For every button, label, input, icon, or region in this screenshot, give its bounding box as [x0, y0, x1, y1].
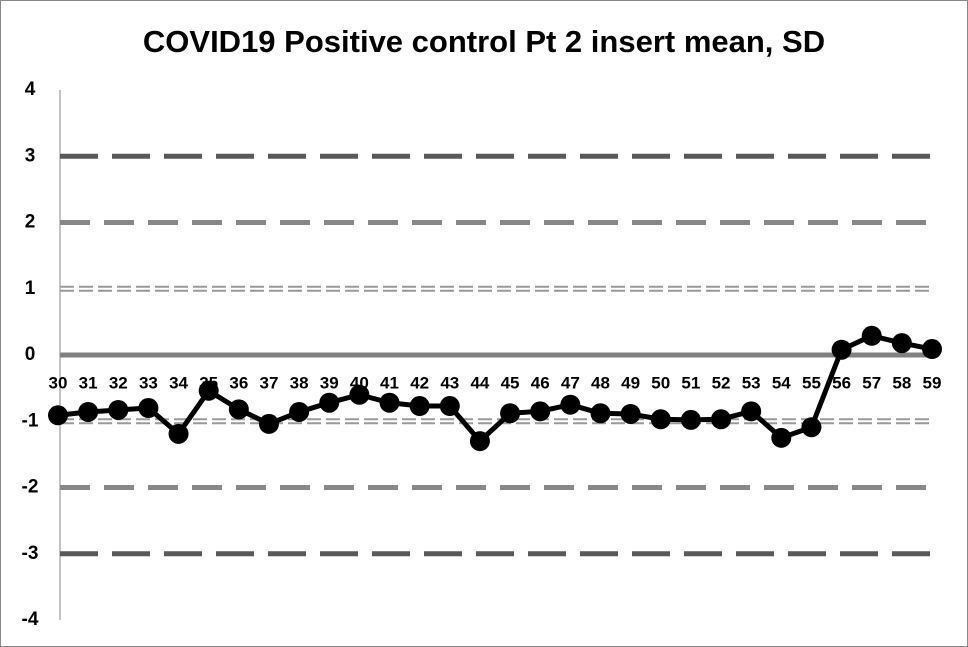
x-tick-label: 30 [49, 373, 68, 392]
data-point [439, 396, 460, 417]
y-tick-label: -4 [22, 609, 39, 630]
data-point [379, 392, 400, 413]
x-tick-label: 57 [862, 373, 881, 392]
data-point [741, 401, 762, 422]
y-tick-label: 2 [25, 212, 36, 233]
data-point [319, 392, 340, 413]
data-point [138, 398, 159, 418]
data-point [409, 396, 430, 417]
x-tick-label: 58 [892, 373, 911, 392]
data-point [469, 431, 490, 452]
data-point [680, 409, 701, 430]
y-tick-label: 3 [25, 145, 36, 166]
data-point [831, 339, 852, 360]
x-tick-label: 31 [79, 373, 98, 392]
x-tick-label: 36 [229, 373, 248, 392]
data-point [198, 380, 219, 401]
data-point [78, 401, 99, 422]
data-point [922, 339, 942, 360]
data-point [771, 427, 792, 448]
data-point [289, 401, 310, 422]
x-tick-label: 43 [440, 373, 459, 392]
x-tick-label: 41 [380, 373, 399, 392]
data-point [258, 413, 279, 434]
data-point [590, 403, 611, 424]
data-point [891, 333, 912, 354]
data-point [228, 399, 249, 420]
x-tick-label: 44 [470, 373, 489, 392]
x-tick-label: 46 [531, 373, 550, 392]
x-tick-label: 50 [651, 373, 670, 392]
x-tick-label: 32 [109, 373, 128, 392]
x-tick-label: 47 [561, 373, 580, 392]
data-point [168, 423, 189, 444]
data-point [620, 403, 641, 424]
y-tick-label: -3 [22, 543, 39, 564]
data-point [530, 401, 551, 422]
x-tick-label: 34 [169, 373, 188, 392]
data-point [801, 417, 822, 438]
data-point [650, 409, 671, 430]
chart-title: COVID19 Positive control Pt 2 insert mea… [143, 24, 825, 59]
x-tick-label: 59 [923, 373, 942, 392]
y-tick-label: 0 [25, 344, 36, 365]
y-tick-label: -1 [22, 410, 39, 431]
x-tick-label: 37 [260, 373, 279, 392]
data-point [861, 325, 882, 346]
data-point [711, 409, 732, 430]
data-point [108, 399, 129, 420]
x-tick-label: 53 [742, 373, 761, 392]
data-point [349, 384, 370, 405]
y-tick-label: -2 [22, 477, 39, 498]
x-tick-label: 55 [802, 373, 821, 392]
data-point [560, 394, 581, 415]
x-tick-label: 39 [320, 373, 339, 392]
x-tick-label: 52 [712, 373, 731, 392]
data-point [48, 405, 68, 426]
x-tick-label: 56 [832, 373, 851, 392]
y-tick-label: 4 [25, 79, 36, 100]
x-tick-label: 54 [772, 373, 791, 392]
x-tick-label: 33 [139, 373, 158, 392]
x-tick-label: 48 [591, 373, 610, 392]
x-tick-label: 42 [410, 373, 429, 392]
x-tick-label: 38 [290, 373, 309, 392]
x-tick-label: 51 [681, 373, 700, 392]
x-tick-label: 45 [501, 373, 520, 392]
x-tick-label: 49 [621, 373, 640, 392]
y-tick-label: 1 [25, 278, 36, 299]
data-point [500, 403, 521, 424]
